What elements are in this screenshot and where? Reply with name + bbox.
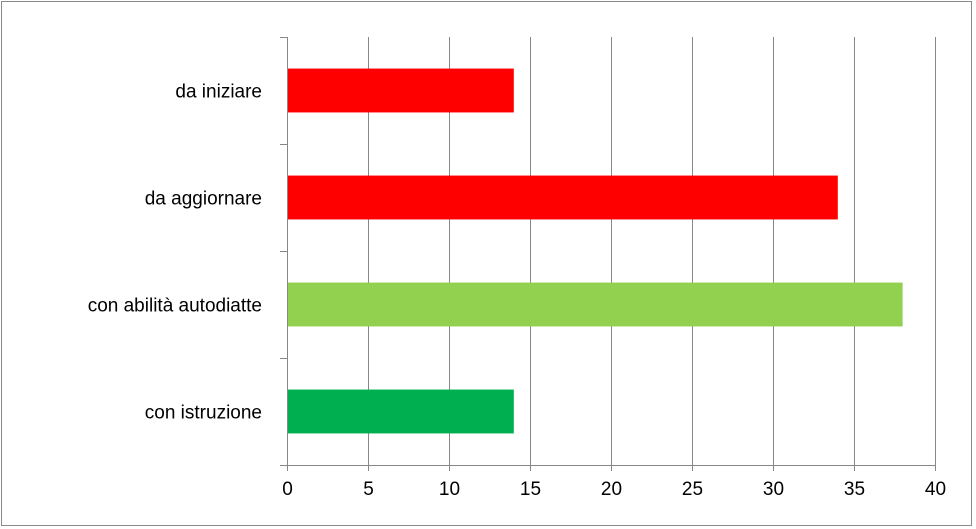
axes [280,37,935,471]
bar-1 [288,175,838,220]
x-tick-label: 35 [844,479,865,500]
category-label: con abilità autodiatte [88,296,262,317]
bar-3 [288,389,514,434]
bar-2 [288,282,903,327]
x-tick-label: 15 [520,479,541,500]
bars [288,68,903,434]
labels: 0 5 10 15 20 25 30 35 40 da iniziare da aggiornare… [88,82,946,501]
x-tick-label: 40 [925,479,946,500]
x-tick-label: 20 [601,479,622,500]
bar-0 [288,68,514,113]
category-label: da iniziare [175,82,262,103]
x-tick-label: 25 [682,479,703,500]
x-tick-label: 0 [282,479,293,500]
category-label: da aggiornare [145,189,262,210]
x-tick-label: 5 [363,479,374,500]
category-label: con istruzione [145,403,262,424]
x-tick-label: 30 [763,479,784,500]
x-tick-label: 10 [439,479,460,500]
